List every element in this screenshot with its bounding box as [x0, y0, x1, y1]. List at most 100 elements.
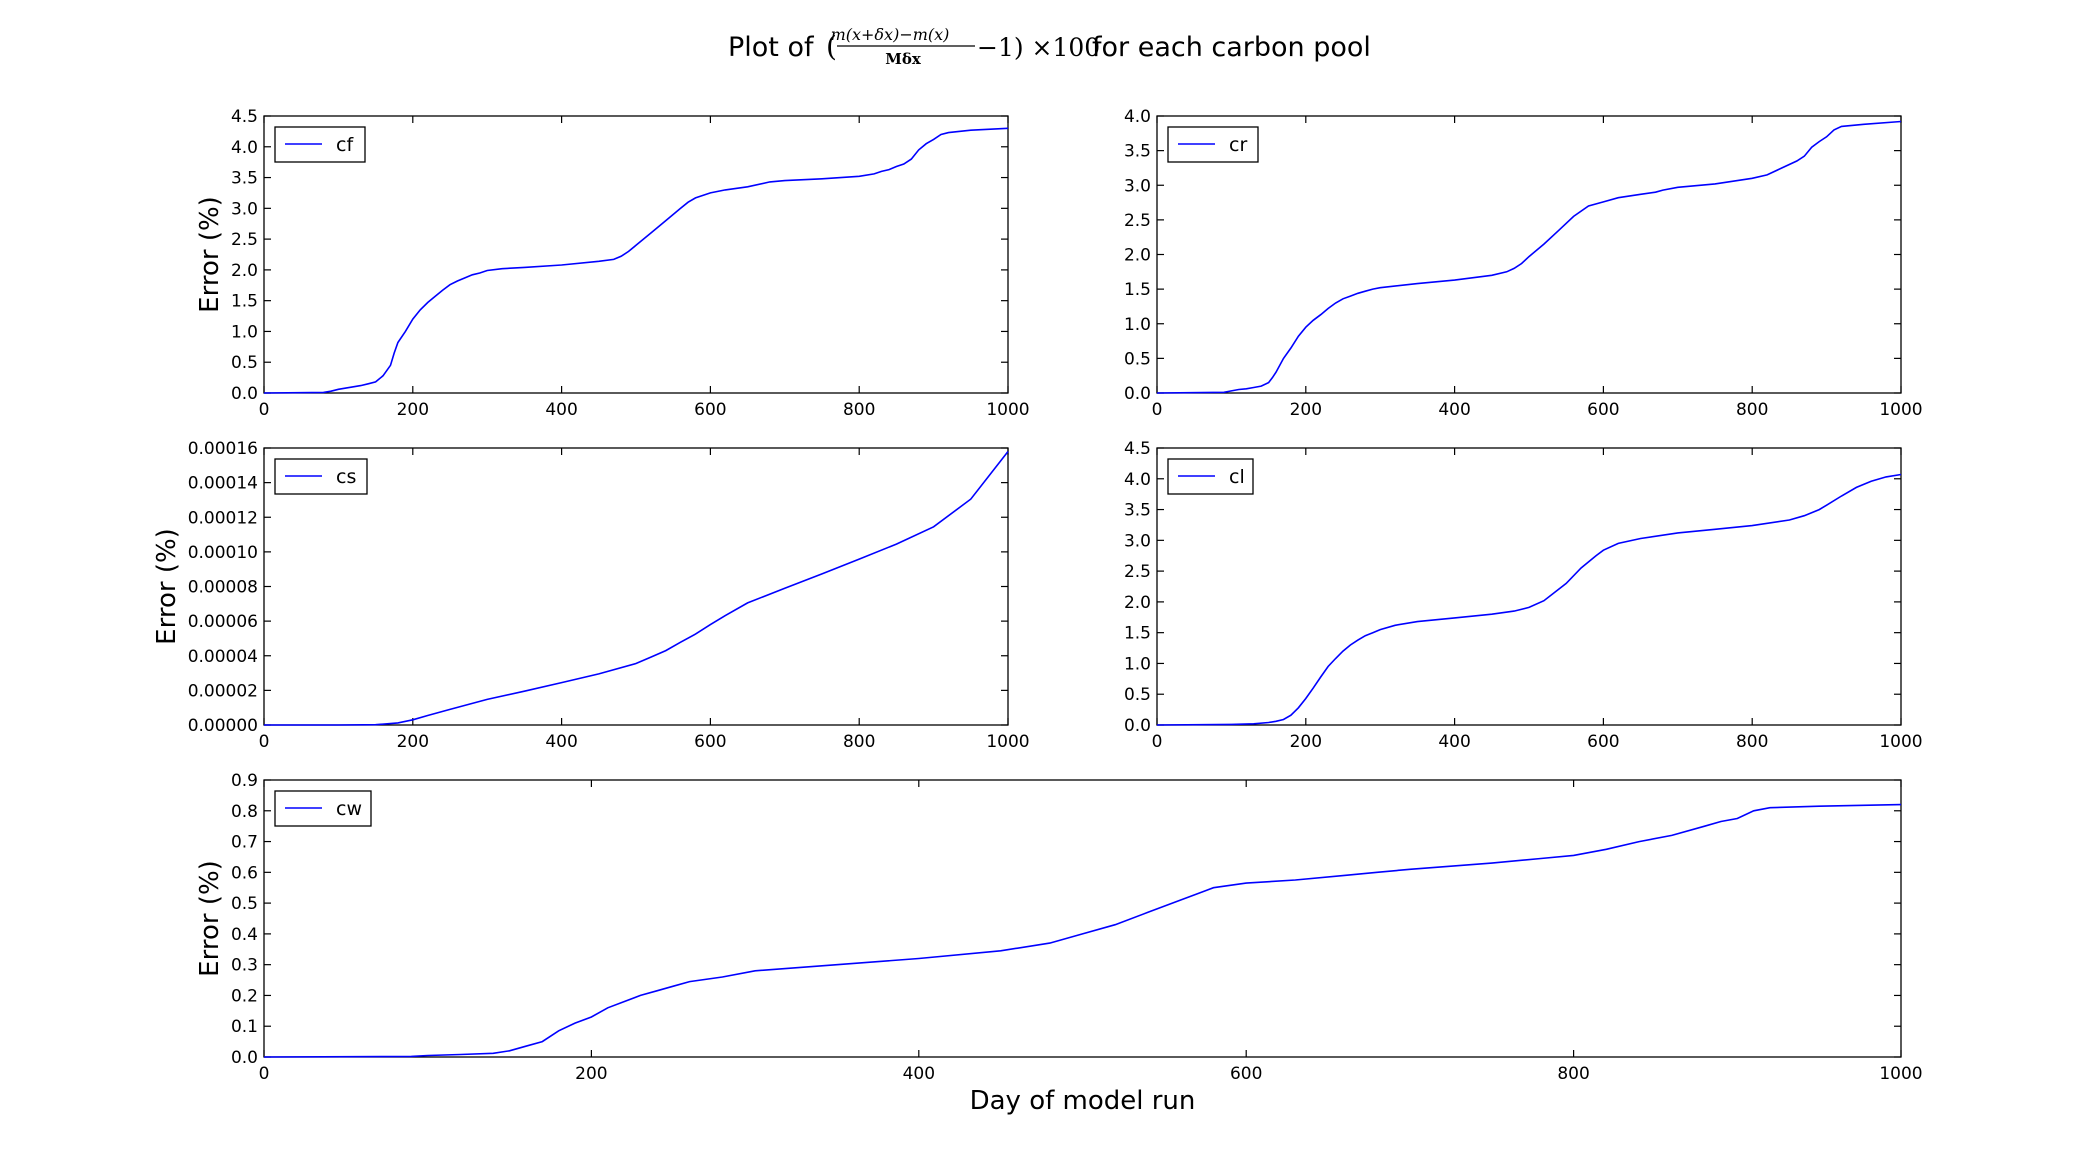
x-tick-label: 200 — [575, 1064, 607, 1084]
x-tick-label: 200 — [1290, 732, 1322, 752]
y-tick-label: 1.0 — [1124, 654, 1151, 674]
subplot-cl: 0 200 400 600 800 1000 0.0 0.5 1.0 1.5 2.0 2.5 3.0 3.… — [1124, 439, 1923, 752]
y-axis-label: Error (%) — [195, 860, 225, 977]
x-tick-label: 1000 — [986, 400, 1029, 420]
y-tick-label: 3.5 — [1124, 142, 1151, 162]
y-tick-label: 0.00000 — [188, 716, 258, 736]
y-tick-label: 0.8 — [231, 802, 258, 822]
y-tick-label: 3.5 — [1124, 501, 1151, 521]
y-tick-label: 0.00010 — [188, 543, 258, 563]
x-tick-label: 1000 — [1879, 732, 1922, 752]
legend-label: cf — [336, 134, 354, 156]
y-tick-label: 0.00006 — [188, 612, 258, 632]
y-tick-label: 2.5 — [1124, 562, 1151, 582]
legend-label: cr — [1229, 134, 1247, 156]
x-tick-label: 400 — [1438, 400, 1470, 420]
x-tick-label: 0 — [1152, 400, 1163, 420]
y-tick-label: 4.5 — [231, 107, 258, 127]
subplot-cr: 0 200 400 600 800 1000 0.0 0.5 1.0 1.5 2.0 2.5 3.0 3.… — [1124, 107, 1923, 420]
subplot-cs: 0 200 400 600 800 1000 0.00000 0.00002 0.00004 0.… — [152, 439, 1030, 752]
x-tick-label: 0 — [1152, 732, 1163, 752]
y-tick-label: 0.5 — [1124, 685, 1151, 705]
y-tick-label: 0.5 — [231, 353, 258, 373]
x-tick-label: 400 — [545, 400, 577, 420]
legend: cw — [274, 790, 372, 827]
x-tick-label: 600 — [1587, 400, 1619, 420]
formula-denominator: Mδx — [885, 50, 922, 68]
plot-frame — [263, 447, 1009, 726]
series-line-cl — [1156, 473, 1902, 726]
x-tick-label: 400 — [1438, 732, 1470, 752]
axis-ticks: 0 200 400 600 800 1000 0.00000 0.00002 0.00004 0.… — [188, 439, 1030, 752]
y-tick-label: 0.7 — [231, 833, 258, 853]
y-tick-label: 4.0 — [1124, 470, 1151, 490]
y-tick-label: 0.3 — [231, 956, 258, 976]
y-tick-label: 0.4 — [231, 925, 258, 945]
y-tick-label: 0.00008 — [188, 578, 258, 598]
x-tick-label: 800 — [843, 732, 875, 752]
subplot-cw: 0 200 400 600 800 1000 0.0 0.1 0.2 0.3 0.4 0.5 0.6 0.… — [195, 771, 1923, 1116]
y-tick-label: 0.00002 — [188, 681, 258, 701]
x-tick-label: 600 — [694, 732, 726, 752]
y-axis-label: Error (%) — [195, 196, 225, 313]
plot-frame — [263, 115, 1009, 394]
plot-frame — [1156, 447, 1902, 726]
y-tick-label: 4.0 — [1124, 107, 1151, 127]
y-tick-label: 1.5 — [1124, 280, 1151, 300]
title-suffix: for each carbon pool — [1092, 32, 1371, 63]
y-tick-label: 2.5 — [231, 230, 258, 250]
x-tick-label: 1000 — [1879, 1064, 1922, 1084]
subplot-cf: 0 200 400 600 800 1000 0.0 0.5 1.0 1.5 2.0 2.5 3.0 3.… — [195, 107, 1030, 420]
axis-ticks: 0 200 400 600 800 1000 0.0 0.1 0.2 0.3 0.4 0.5 0.6 0.… — [231, 771, 1923, 1084]
formula-tail: −1) ×100 — [977, 33, 1100, 62]
plot-frame — [263, 779, 1902, 1058]
x-axis-label: Day of model run — [970, 1086, 1196, 1116]
legend: cr — [1167, 126, 1259, 163]
legend-label: cs — [336, 466, 356, 488]
legend-label: cl — [1229, 466, 1245, 488]
series-line-cf — [263, 127, 1009, 394]
y-tick-label: 0.00012 — [188, 508, 258, 528]
y-tick-label: 0.0 — [1124, 716, 1151, 736]
series-line-cw — [263, 803, 1902, 1058]
y-tick-label: 2.5 — [1124, 211, 1151, 231]
formula-numerator: m(x+δx)−m(x) — [831, 25, 950, 44]
x-tick-label: 800 — [843, 400, 875, 420]
x-tick-label: 0 — [259, 400, 270, 420]
y-tick-label: 1.5 — [231, 292, 258, 312]
y-tick-label: 0.2 — [231, 986, 258, 1006]
x-tick-label: 400 — [545, 732, 577, 752]
y-tick-label: 0.00004 — [188, 647, 258, 667]
x-tick-label: 200 — [397, 400, 429, 420]
y-tick-label: 0.9 — [231, 771, 258, 791]
series-line-cs — [264, 451, 1009, 726]
x-tick-label: 200 — [397, 732, 429, 752]
y-tick-label: 3.0 — [1124, 531, 1151, 551]
title-formula: ( m(x+δx)−m(x) Mδx −1) ×100 — [826, 25, 1100, 68]
x-tick-label: 800 — [1736, 732, 1768, 752]
axis-ticks: 0 200 400 600 800 1000 0.0 0.5 1.0 1.5 2.0 2.5 3.0 3.… — [231, 107, 1030, 420]
y-tick-label: 0.5 — [1124, 349, 1151, 369]
y-tick-label: 0.0 — [231, 1048, 258, 1068]
y-tick-label: 1.5 — [1124, 624, 1151, 644]
legend-label: cw — [336, 798, 362, 820]
y-tick-label: 3.0 — [1124, 176, 1151, 196]
x-tick-label: 0 — [259, 1064, 270, 1084]
y-tick-label: 2.0 — [231, 261, 258, 281]
y-tick-label: 4.0 — [231, 138, 258, 158]
legend: cf — [274, 126, 366, 163]
y-tick-label: 0.0 — [1124, 384, 1151, 404]
x-tick-label: 200 — [1290, 400, 1322, 420]
x-tick-label: 600 — [694, 400, 726, 420]
x-tick-label: 1000 — [1879, 400, 1922, 420]
y-tick-label: 2.0 — [1124, 246, 1151, 266]
x-tick-label: 400 — [903, 1064, 935, 1084]
legend: cl — [1167, 458, 1254, 495]
y-tick-label: 0.0 — [231, 384, 258, 404]
figure-title: Plot of ( m(x+δx)−m(x) Mδx −1) ×100 for … — [728, 25, 1371, 68]
y-tick-label: 1.0 — [1124, 315, 1151, 335]
y-tick-label: 4.5 — [1124, 439, 1151, 459]
plot-frame — [1156, 115, 1902, 394]
y-tick-label: 0.5 — [231, 894, 258, 914]
